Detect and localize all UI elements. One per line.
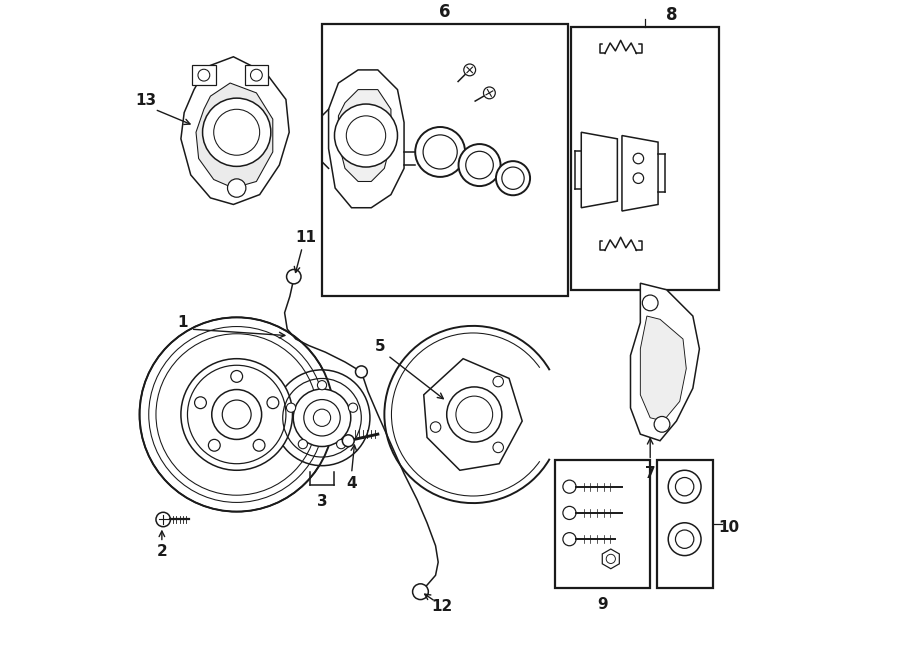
Text: 8: 8 [666,7,678,24]
Circle shape [140,317,334,512]
Circle shape [187,365,286,463]
Polygon shape [622,136,658,211]
Circle shape [415,127,465,177]
Circle shape [348,403,357,412]
Circle shape [267,397,279,408]
Circle shape [209,440,220,451]
Circle shape [458,144,500,186]
Circle shape [194,397,206,408]
Bar [657,461,713,589]
Circle shape [562,506,576,520]
Circle shape [446,387,502,442]
Polygon shape [196,83,273,188]
Text: 7: 7 [645,466,655,481]
Circle shape [356,366,367,378]
Bar [322,24,568,297]
Polygon shape [328,70,404,208]
Text: 4: 4 [346,476,357,491]
Circle shape [156,512,170,527]
Circle shape [412,584,428,600]
Circle shape [253,440,265,451]
Polygon shape [181,57,289,205]
Circle shape [496,161,530,195]
Text: 11: 11 [295,230,316,245]
Circle shape [202,98,271,166]
Bar [555,461,650,589]
Circle shape [222,400,251,429]
Circle shape [493,442,503,453]
Polygon shape [424,359,522,470]
Circle shape [342,435,355,447]
Circle shape [562,480,576,493]
Text: 1: 1 [177,315,188,330]
Circle shape [384,326,562,503]
Circle shape [464,64,475,76]
Circle shape [483,87,495,99]
Circle shape [668,470,701,503]
Circle shape [335,104,398,167]
Polygon shape [602,549,619,569]
Circle shape [230,371,243,383]
Bar [192,66,216,85]
Polygon shape [640,316,687,421]
Circle shape [298,440,308,449]
Circle shape [286,403,295,412]
Polygon shape [631,283,699,441]
Polygon shape [581,132,617,208]
Text: 3: 3 [317,495,328,509]
Circle shape [318,381,327,390]
Circle shape [493,376,503,387]
Circle shape [181,359,292,470]
Circle shape [228,179,246,197]
Text: 9: 9 [598,597,608,612]
Text: 12: 12 [431,598,453,614]
Circle shape [562,533,576,545]
Text: 10: 10 [718,520,740,535]
Circle shape [337,440,346,449]
Text: 5: 5 [374,340,385,354]
Circle shape [643,295,658,310]
Circle shape [274,370,370,465]
Circle shape [668,523,701,555]
Circle shape [430,422,441,432]
Bar [245,66,268,85]
Bar [572,27,719,290]
Circle shape [286,269,301,284]
Polygon shape [338,89,391,181]
Circle shape [212,389,262,440]
Circle shape [293,389,351,446]
Text: 6: 6 [439,3,451,21]
Text: 13: 13 [136,93,157,109]
Text: 2: 2 [157,544,167,559]
Circle shape [654,416,670,432]
